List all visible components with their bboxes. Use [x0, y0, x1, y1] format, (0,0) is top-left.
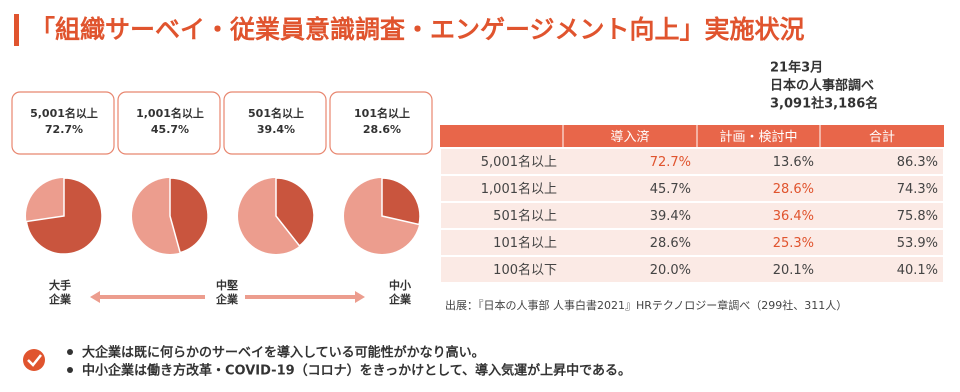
table-cell: 5,001名以上: [481, 154, 557, 170]
bullet: 中小企業は働き方改革・COVID-19（コロナ）をきっかけとして、導入気運が上昇…: [82, 363, 631, 379]
table-cell: 86.3%: [897, 155, 938, 170]
bullet-dot: [67, 367, 73, 373]
table-cell: 100名以下: [493, 262, 557, 278]
meta-line: 日本の人事部調べ: [770, 78, 874, 94]
table-cell: 72.7%: [650, 155, 691, 170]
title-bar: [14, 14, 19, 46]
table-cell: 13.6%: [773, 155, 814, 170]
table-header: 導入済: [610, 129, 649, 145]
scale-label: 企業: [215, 292, 239, 306]
card: [223, 91, 327, 155]
source: 出展：『日本の人事部 人事白書2021』HRテクノロジー章調べ（299社、311…: [445, 298, 847, 312]
table-cell: 39.4%: [650, 209, 691, 224]
card: [329, 91, 433, 155]
table-cell: 28.6%: [773, 182, 814, 197]
arrow-left: [90, 291, 205, 303]
check-icon: [23, 349, 45, 371]
table-cell: 28.6%: [650, 236, 691, 251]
table-row-bg: [439, 174, 945, 203]
bullet-dot: [67, 349, 73, 355]
table-cell: 36.4%: [773, 209, 814, 224]
meta-line: 3,091社3,186名: [770, 96, 878, 112]
scale-label: 大手: [49, 278, 71, 292]
pie-slice: [381, 177, 421, 226]
table-header: 合計: [869, 129, 895, 145]
table-row-bg: [439, 228, 945, 257]
card-value: 72.7%: [45, 123, 83, 136]
table-cell: 1,001名以上: [481, 181, 557, 197]
meta-line: 21年3月: [770, 60, 823, 76]
scale-label: 中堅: [216, 278, 238, 292]
card: [11, 91, 115, 155]
table-header-bg: [440, 125, 944, 148]
table-cell: 74.3%: [897, 182, 938, 197]
card-label: 501名以上: [248, 106, 304, 120]
card-value: 28.6%: [363, 123, 401, 136]
scale-label: 企業: [388, 292, 412, 306]
table-header: 計画・検討中: [719, 129, 797, 145]
pie-slice: [169, 177, 209, 254]
card: [117, 91, 221, 155]
table-cell: 40.1%: [897, 263, 938, 278]
card-label: 101名以上: [354, 106, 410, 120]
table-row-bg: [439, 147, 945, 176]
check-mark: [27, 354, 42, 367]
table-cell: 20.0%: [650, 263, 691, 278]
card-label: 5,001名以上: [30, 106, 98, 120]
bullet: 大企業は既に何らかのサーベイを導入している可能性がかなり高い。: [82, 345, 485, 361]
table-cell: 101名以上: [493, 235, 557, 251]
title: 「組織サーベイ・従業員意識調査・エンゲージメント向上」実施状況: [30, 15, 805, 44]
table-cell: 75.8%: [897, 209, 938, 224]
scale-label: 企業: [48, 292, 72, 306]
pie-slice: [275, 177, 315, 247]
card-label: 1,001名以上: [136, 106, 204, 120]
card-value: 45.7%: [151, 123, 189, 136]
table-cell: 25.3%: [773, 236, 814, 251]
table-cell: 53.9%: [897, 236, 938, 251]
table-cell: 20.1%: [773, 263, 814, 278]
table-row-bg: [439, 255, 945, 284]
scale-label: 中小: [389, 278, 411, 292]
arrow-right: [245, 291, 365, 303]
table-cell: 501名以上: [493, 208, 557, 224]
card-value: 39.4%: [257, 123, 295, 136]
table-cell: 45.7%: [650, 182, 691, 197]
pie-slice: [25, 177, 103, 255]
